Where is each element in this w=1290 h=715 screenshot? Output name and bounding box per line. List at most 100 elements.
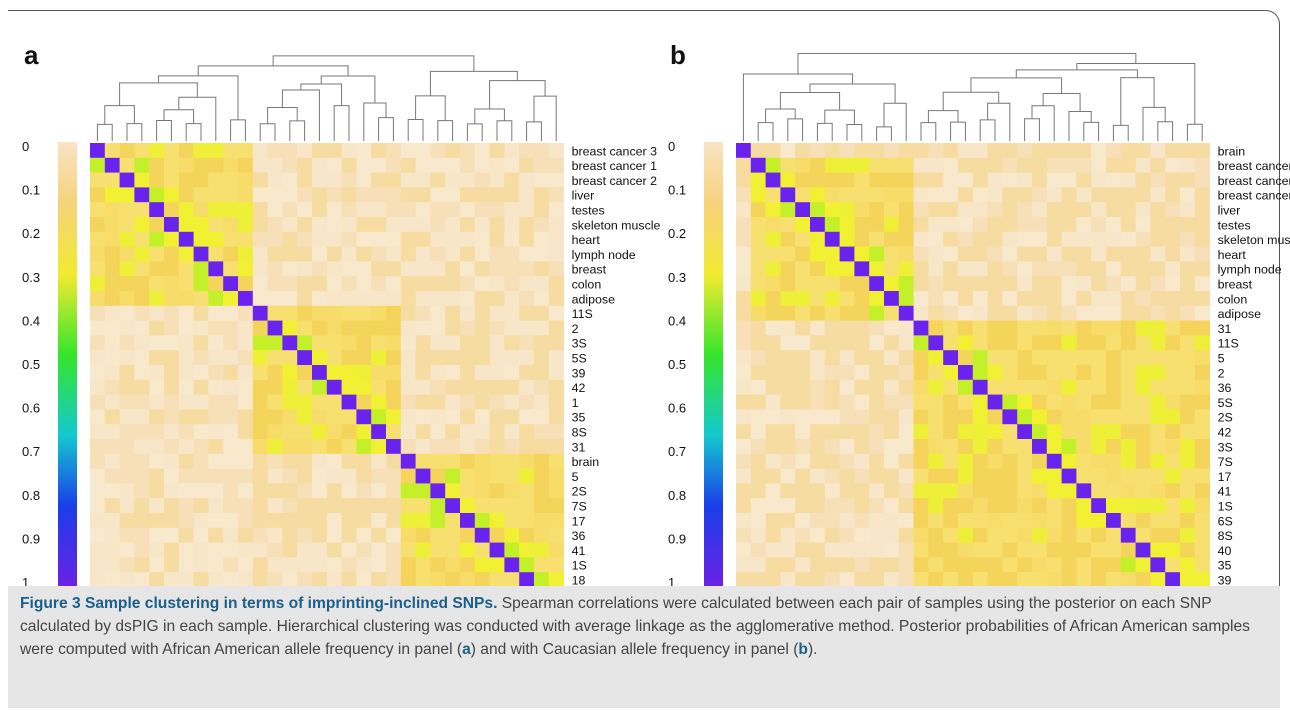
heatmap-cell bbox=[326, 202, 342, 218]
heatmap-cell bbox=[504, 202, 520, 218]
heatmap-cell bbox=[1180, 231, 1196, 247]
heatmap-cell bbox=[1150, 572, 1166, 588]
heatmap-cell bbox=[460, 172, 476, 188]
heatmap-cell bbox=[1180, 202, 1196, 218]
heatmap-cell bbox=[90, 572, 106, 588]
heatmap-cell bbox=[898, 483, 914, 499]
heatmap-cell bbox=[282, 305, 298, 321]
heatmap-cell bbox=[958, 231, 974, 247]
heatmap-cell bbox=[1120, 379, 1136, 395]
row-label: 1S bbox=[572, 559, 587, 573]
heatmap-cell bbox=[430, 202, 446, 218]
heatmap-cell bbox=[178, 572, 194, 588]
heatmap-cell bbox=[460, 379, 476, 395]
heatmap-cell bbox=[223, 572, 239, 588]
heatmap-cell bbox=[504, 143, 520, 159]
heatmap-cell bbox=[312, 453, 328, 469]
heatmap-cell bbox=[134, 261, 150, 277]
heatmap-cell bbox=[1150, 542, 1166, 558]
heatmap-cell bbox=[282, 527, 298, 543]
heatmap-cell bbox=[1091, 483, 1107, 499]
heatmap-cell bbox=[765, 424, 781, 440]
heatmap-cell bbox=[795, 350, 811, 366]
heatmap-cell bbox=[1061, 350, 1077, 366]
heatmap-cell bbox=[1180, 217, 1196, 233]
heatmap-cell bbox=[987, 572, 1003, 588]
heatmap-cell bbox=[1002, 439, 1018, 455]
heatmap-cell bbox=[356, 527, 372, 543]
heatmap-cell bbox=[1150, 157, 1166, 173]
heatmap-cell bbox=[208, 246, 224, 262]
heatmap-cell bbox=[548, 365, 564, 381]
heatmap-cell bbox=[386, 305, 402, 321]
heatmap-cell bbox=[460, 513, 476, 529]
heatmap-cell bbox=[282, 335, 298, 351]
heatmap-cell bbox=[1106, 246, 1122, 262]
heatmap-cell bbox=[943, 409, 959, 425]
heatmap-cell bbox=[1046, 143, 1062, 159]
heatmap-cell bbox=[489, 424, 505, 440]
heatmap-cell bbox=[297, 217, 313, 233]
heatmap-cell bbox=[297, 246, 313, 262]
heatmap-cell bbox=[326, 439, 342, 455]
heatmap-cell bbox=[238, 572, 254, 588]
heatmap-cell bbox=[134, 483, 150, 499]
heatmap-cell bbox=[913, 246, 929, 262]
heatmap-cell bbox=[884, 394, 900, 410]
heatmap-cell bbox=[149, 498, 165, 514]
heatmap-cell bbox=[869, 439, 885, 455]
heatmap-cell bbox=[356, 276, 372, 292]
heatmap-cell bbox=[1120, 439, 1136, 455]
heatmap-cell bbox=[386, 231, 402, 247]
heatmap-cell bbox=[869, 157, 885, 173]
heatmap-cell bbox=[854, 291, 870, 307]
heatmap-cell bbox=[371, 187, 387, 203]
heatmap-cell bbox=[1150, 557, 1166, 573]
heatmap-cell bbox=[884, 424, 900, 440]
heatmap-cell bbox=[750, 350, 766, 366]
heatmap-cell bbox=[884, 335, 900, 351]
heatmap-cell bbox=[134, 379, 150, 395]
heatmap-cell bbox=[810, 143, 826, 159]
heatmap-cell bbox=[795, 261, 811, 277]
heatmap-cell bbox=[795, 187, 811, 203]
heatmap-cell bbox=[869, 335, 885, 351]
heatmap-cell bbox=[913, 409, 929, 425]
heatmap-cell bbox=[1046, 291, 1062, 307]
heatmap-cell bbox=[267, 187, 283, 203]
dendrogram-link bbox=[230, 119, 246, 141]
row-label: breast bbox=[572, 263, 607, 277]
dendrogram-link bbox=[415, 95, 446, 121]
heatmap-cell bbox=[1032, 439, 1048, 455]
heatmap-cell bbox=[504, 542, 520, 558]
dendrogram-link bbox=[489, 80, 546, 110]
heatmap-cell bbox=[474, 483, 490, 499]
heatmap-cell bbox=[1106, 409, 1122, 425]
heatmap-cell bbox=[223, 231, 239, 247]
heatmap-cell bbox=[765, 483, 781, 499]
heatmap-cell bbox=[1046, 202, 1062, 218]
heatmap-cell bbox=[460, 231, 476, 247]
heatmap-cell bbox=[1061, 157, 1077, 173]
heatmap-cell bbox=[164, 468, 180, 484]
heatmap-cell bbox=[839, 187, 855, 203]
heatmap-cell bbox=[1076, 246, 1092, 262]
heatmap-cell bbox=[943, 231, 959, 247]
heatmap-cell bbox=[987, 276, 1003, 292]
heatmap-cell bbox=[1076, 513, 1092, 529]
heatmap-cell bbox=[386, 394, 402, 410]
heatmap-cell bbox=[750, 453, 766, 469]
heatmap-cell bbox=[1165, 557, 1181, 573]
heatmap-cell bbox=[1135, 468, 1151, 484]
heatmap-cell bbox=[795, 246, 811, 262]
heatmap-cell bbox=[548, 409, 564, 425]
heatmap-cell bbox=[839, 231, 855, 247]
heatmap-cell bbox=[208, 572, 224, 588]
heatmap-cell bbox=[750, 157, 766, 173]
heatmap-cell bbox=[489, 202, 505, 218]
heatmap-cell bbox=[267, 143, 283, 159]
heatmap-cell bbox=[1120, 513, 1136, 529]
heatmap-cell bbox=[898, 439, 914, 455]
heatmap-cell bbox=[750, 542, 766, 558]
heatmap-cell bbox=[164, 557, 180, 573]
